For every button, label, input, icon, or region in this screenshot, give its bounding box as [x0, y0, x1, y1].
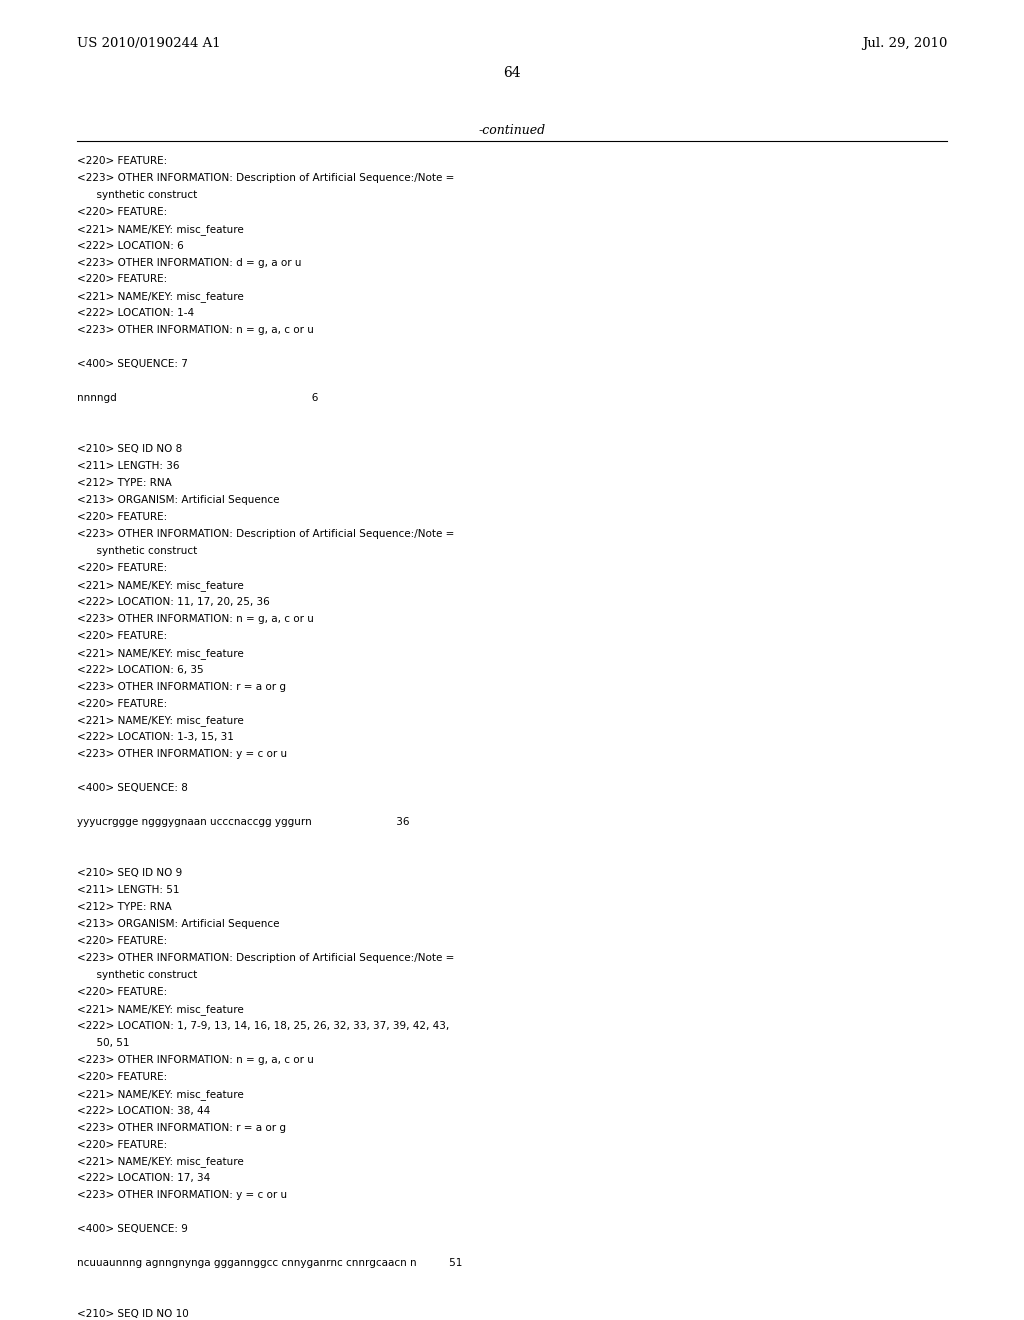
Text: <222> LOCATION: 38, 44: <222> LOCATION: 38, 44 [77, 1106, 210, 1115]
Text: <220> FEATURE:: <220> FEATURE: [77, 562, 167, 573]
Text: <222> LOCATION: 1-4: <222> LOCATION: 1-4 [77, 309, 194, 318]
Text: <223> OTHER INFORMATION: y = c or u: <223> OTHER INFORMATION: y = c or u [77, 750, 287, 759]
Text: <213> ORGANISM: Artificial Sequence: <213> ORGANISM: Artificial Sequence [77, 919, 280, 929]
Text: <220> FEATURE:: <220> FEATURE: [77, 512, 167, 521]
Text: <220> FEATURE:: <220> FEATURE: [77, 275, 167, 285]
Text: <223> OTHER INFORMATION: Description of Artificial Sequence:/Note =: <223> OTHER INFORMATION: Description of … [77, 529, 455, 539]
Text: synthetic construct: synthetic construct [77, 190, 197, 199]
Text: <210> SEQ ID NO 8: <210> SEQ ID NO 8 [77, 444, 182, 454]
Text: <210> SEQ ID NO 10: <210> SEQ ID NO 10 [77, 1309, 188, 1319]
Text: <223> OTHER INFORMATION: r = a or g: <223> OTHER INFORMATION: r = a or g [77, 1122, 286, 1133]
Text: <222> LOCATION: 11, 17, 20, 25, 36: <222> LOCATION: 11, 17, 20, 25, 36 [77, 597, 269, 607]
Text: <223> OTHER INFORMATION: d = g, a or u: <223> OTHER INFORMATION: d = g, a or u [77, 257, 301, 268]
Text: <222> LOCATION: 17, 34: <222> LOCATION: 17, 34 [77, 1173, 210, 1184]
Text: 64: 64 [503, 66, 521, 81]
Text: <221> NAME/KEY: misc_feature: <221> NAME/KEY: misc_feature [77, 223, 244, 235]
Text: <222> LOCATION: 1-3, 15, 31: <222> LOCATION: 1-3, 15, 31 [77, 733, 233, 742]
Text: <222> LOCATION: 1, 7-9, 13, 14, 16, 18, 25, 26, 32, 33, 37, 39, 42, 43,: <222> LOCATION: 1, 7-9, 13, 14, 16, 18, … [77, 1020, 450, 1031]
Text: <220> FEATURE:: <220> FEATURE: [77, 698, 167, 709]
Text: <221> NAME/KEY: misc_feature: <221> NAME/KEY: misc_feature [77, 292, 244, 302]
Text: 50, 51: 50, 51 [77, 1038, 129, 1048]
Text: <210> SEQ ID NO 9: <210> SEQ ID NO 9 [77, 869, 182, 878]
Text: <223> OTHER INFORMATION: r = a or g: <223> OTHER INFORMATION: r = a or g [77, 681, 286, 692]
Text: <220> FEATURE:: <220> FEATURE: [77, 936, 167, 946]
Text: <221> NAME/KEY: misc_feature: <221> NAME/KEY: misc_feature [77, 579, 244, 591]
Text: <400> SEQUENCE: 9: <400> SEQUENCE: 9 [77, 1225, 187, 1234]
Text: Jul. 29, 2010: Jul. 29, 2010 [862, 37, 947, 50]
Text: <223> OTHER INFORMATION: n = g, a, c or u: <223> OTHER INFORMATION: n = g, a, c or … [77, 1055, 313, 1065]
Text: <221> NAME/KEY: misc_feature: <221> NAME/KEY: misc_feature [77, 1156, 244, 1167]
Text: <220> FEATURE:: <220> FEATURE: [77, 1072, 167, 1081]
Text: <223> OTHER INFORMATION: n = g, a, c or u: <223> OTHER INFORMATION: n = g, a, c or … [77, 614, 313, 624]
Text: <213> ORGANISM: Artificial Sequence: <213> ORGANISM: Artificial Sequence [77, 495, 280, 506]
Text: <223> OTHER INFORMATION: n = g, a, c or u: <223> OTHER INFORMATION: n = g, a, c or … [77, 325, 313, 335]
Text: <220> FEATURE:: <220> FEATURE: [77, 207, 167, 216]
Text: <212> TYPE: RNA: <212> TYPE: RNA [77, 478, 172, 488]
Text: <400> SEQUENCE: 7: <400> SEQUENCE: 7 [77, 359, 187, 370]
Text: <211> LENGTH: 36: <211> LENGTH: 36 [77, 461, 179, 471]
Text: <220> FEATURE:: <220> FEATURE: [77, 987, 167, 997]
Text: <211> LENGTH: 51: <211> LENGTH: 51 [77, 886, 179, 895]
Text: <221> NAME/KEY: misc_feature: <221> NAME/KEY: misc_feature [77, 1005, 244, 1015]
Text: <220> FEATURE:: <220> FEATURE: [77, 156, 167, 166]
Text: US 2010/0190244 A1: US 2010/0190244 A1 [77, 37, 220, 50]
Text: synthetic construct: synthetic construct [77, 970, 197, 979]
Text: ncuuaunnng agnngnynga gggannggcc cnnyganrnc cnnrgcaacn n          51: ncuuaunnng agnngnynga gggannggcc cnnygan… [77, 1258, 462, 1269]
Text: yyyucrggge ngggygnaan ucccnaccgg yggurn                          36: yyyucrggge ngggygnaan ucccnaccgg yggurn … [77, 817, 410, 828]
Text: nnnngd                                                            6: nnnngd 6 [77, 393, 318, 403]
Text: synthetic construct: synthetic construct [77, 546, 197, 556]
Text: <400> SEQUENCE: 8: <400> SEQUENCE: 8 [77, 783, 187, 793]
Text: <222> LOCATION: 6: <222> LOCATION: 6 [77, 240, 183, 251]
Text: <223> OTHER INFORMATION: Description of Artificial Sequence:/Note =: <223> OTHER INFORMATION: Description of … [77, 953, 455, 964]
Text: -continued: -continued [478, 124, 546, 137]
Text: <223> OTHER INFORMATION: y = c or u: <223> OTHER INFORMATION: y = c or u [77, 1191, 287, 1200]
Text: <220> FEATURE:: <220> FEATURE: [77, 631, 167, 640]
Text: <221> NAME/KEY: misc_feature: <221> NAME/KEY: misc_feature [77, 1089, 244, 1100]
Text: <212> TYPE: RNA: <212> TYPE: RNA [77, 902, 172, 912]
Text: <221> NAME/KEY: misc_feature: <221> NAME/KEY: misc_feature [77, 648, 244, 659]
Text: <222> LOCATION: 6, 35: <222> LOCATION: 6, 35 [77, 665, 204, 675]
Text: <220> FEATURE:: <220> FEATURE: [77, 1139, 167, 1150]
Text: <223> OTHER INFORMATION: Description of Artificial Sequence:/Note =: <223> OTHER INFORMATION: Description of … [77, 173, 455, 182]
Text: <221> NAME/KEY: misc_feature: <221> NAME/KEY: misc_feature [77, 715, 244, 726]
